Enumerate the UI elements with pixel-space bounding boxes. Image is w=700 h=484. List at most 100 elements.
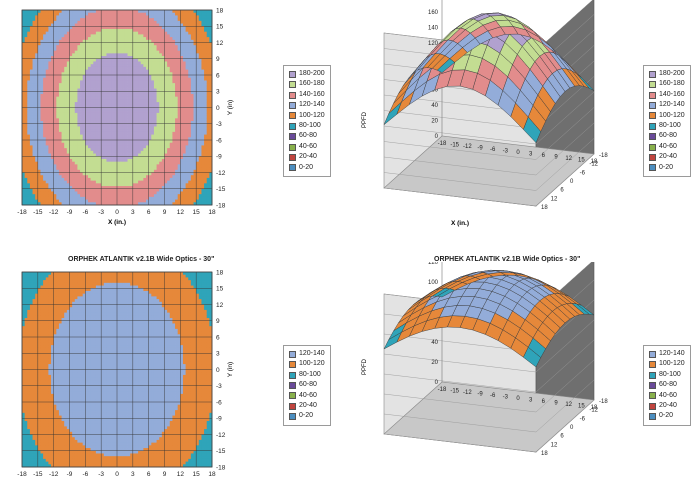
contour-cell <box>103 80 107 84</box>
contour-cell <box>87 140 92 144</box>
contour-cell <box>193 42 197 46</box>
contour-cell <box>27 64 31 68</box>
contour-cell <box>122 56 126 60</box>
contour-cell <box>40 61 44 65</box>
contour-cell <box>117 64 121 68</box>
contour-cell <box>24 45 28 49</box>
contour-cell <box>138 56 142 60</box>
contour-cell <box>151 64 155 68</box>
contour-cell <box>180 61 184 65</box>
contour-cell <box>66 148 70 152</box>
contour-cell <box>22 199 26 203</box>
contour-cell <box>35 148 39 152</box>
contour-cell <box>156 140 160 144</box>
contour-cell <box>111 64 115 68</box>
contour-cell <box>103 72 107 76</box>
contour-cell <box>45 188 49 192</box>
contour-cell <box>40 129 44 133</box>
contour-cell <box>69 28 73 33</box>
contour-cell <box>198 177 202 182</box>
contour-cell <box>148 191 152 195</box>
contour-cell <box>148 75 152 79</box>
contour-cell <box>140 188 144 192</box>
contour-cell <box>66 137 70 141</box>
contour-cell <box>159 188 163 192</box>
contour-cell <box>77 61 81 65</box>
contour-cell <box>98 83 102 87</box>
contour-cell <box>196 104 200 108</box>
contour-cell <box>146 83 150 87</box>
contour-cell <box>143 15 147 19</box>
contour-cell <box>164 26 168 30</box>
contour-cell <box>193 107 197 111</box>
contour-cell <box>169 121 173 125</box>
contour-cell <box>29 37 33 41</box>
contour-cell <box>48 26 52 30</box>
contour-cell <box>90 88 94 92</box>
contour-cell <box>143 26 147 30</box>
contour-cell <box>53 118 57 122</box>
contour-cell <box>53 15 57 19</box>
contour-cell <box>95 142 99 146</box>
contour-cell <box>140 158 144 163</box>
contour-cell <box>124 61 128 65</box>
contour-cell <box>148 121 152 125</box>
contour-cell <box>24 64 28 68</box>
contour-cell <box>64 23 68 27</box>
contour-cell <box>135 186 139 190</box>
contour-cell <box>143 85 147 89</box>
contour-cell <box>101 96 105 100</box>
contour-cell <box>185 50 189 54</box>
contour-cell <box>40 66 44 70</box>
contour-cell <box>24 199 28 203</box>
contour-cell <box>159 83 163 87</box>
contour-cell <box>153 175 157 179</box>
contour-cell <box>177 131 181 135</box>
contour-cell <box>114 96 118 100</box>
contour-cell <box>182 28 187 33</box>
contour-cell <box>127 28 131 33</box>
contour-cell <box>146 64 150 68</box>
contour-cell <box>180 34 184 38</box>
contour-cell <box>93 177 97 182</box>
contour-cell <box>124 99 128 103</box>
contour-cell <box>85 134 89 138</box>
contour-cell <box>159 102 163 106</box>
contour-cell <box>40 26 44 30</box>
contour-cell <box>98 145 102 149</box>
contour-cell <box>53 69 57 73</box>
contour-cell <box>87 196 92 200</box>
contour-cell <box>61 196 65 200</box>
contour-cell <box>130 23 134 27</box>
contour-cell <box>185 150 189 154</box>
contour-cell <box>140 156 144 160</box>
contour-cell <box>29 118 33 122</box>
contour-cell <box>140 85 144 89</box>
contour-cell <box>82 175 86 179</box>
contour-cell <box>45 102 49 106</box>
contour-cell <box>204 69 208 73</box>
contour-cell <box>146 23 150 27</box>
contour-cell <box>45 110 49 114</box>
contour-cell <box>135 80 139 84</box>
contour-cell <box>45 58 49 62</box>
contour-cell <box>119 88 123 92</box>
contour-cell <box>159 10 163 14</box>
contour-cell <box>64 145 68 149</box>
contour-cell <box>124 50 128 54</box>
contour-cell <box>106 112 110 117</box>
contour-cell <box>24 85 28 89</box>
contour-cell <box>43 99 47 103</box>
contour-cell <box>58 18 62 22</box>
contour-cell <box>122 186 126 190</box>
contour-cell <box>159 26 163 30</box>
contour-cell <box>140 150 144 154</box>
contour-cell <box>204 31 208 35</box>
contour-cell <box>29 72 33 76</box>
contour-cell <box>117 34 121 38</box>
contour-cell <box>122 18 126 22</box>
contour-cell <box>111 123 115 127</box>
contour-cell <box>66 61 70 65</box>
contour-cell <box>32 175 36 179</box>
contour-cell <box>130 140 134 144</box>
